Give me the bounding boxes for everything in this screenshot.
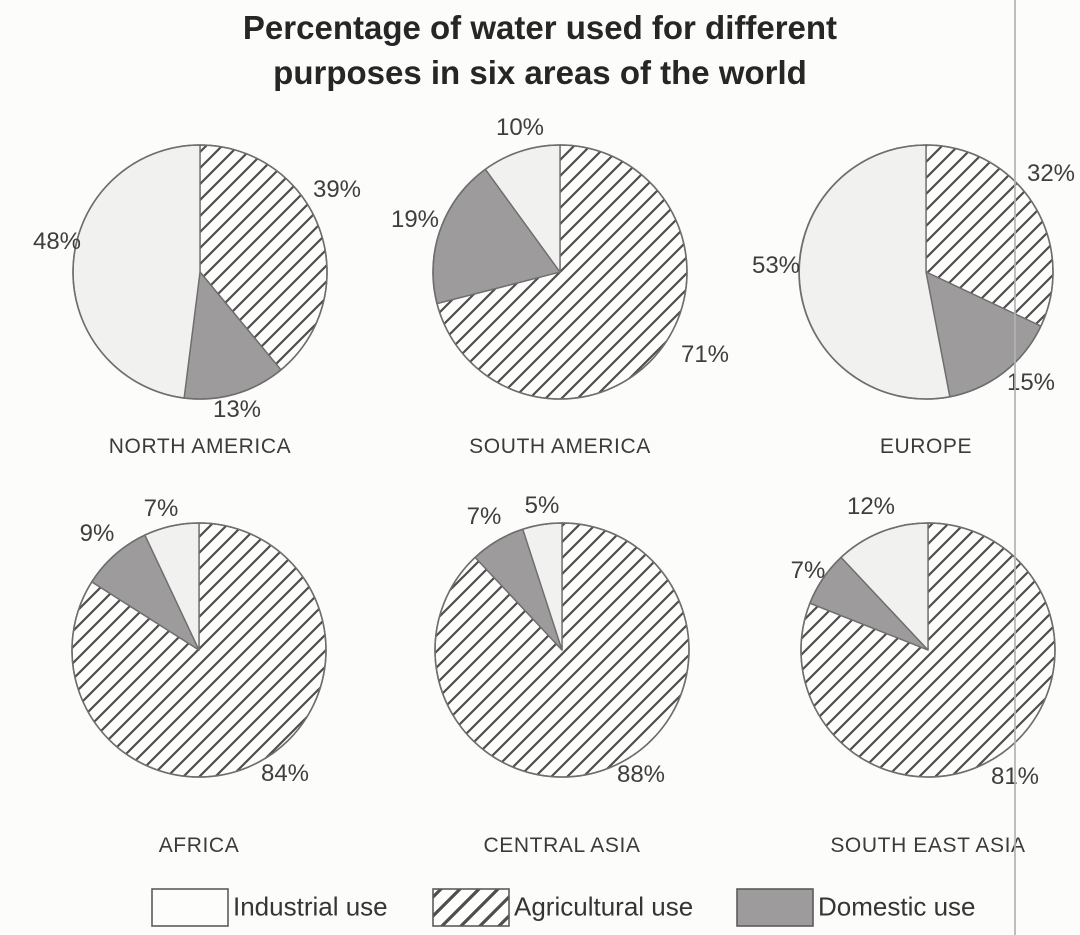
region-label-europe: EUROPE [879, 435, 973, 458]
pie-outline-north-america [72, 144, 328, 400]
region-label-south-east-asia: SOUTH EAST ASIA [830, 834, 1026, 857]
pie-central-asia [434, 522, 690, 778]
pie-outline-south-east-asia [800, 522, 1056, 778]
region-label-africa: AFRICA [158, 834, 240, 857]
pie-north-america [72, 144, 328, 400]
slice-label-central-asia-domestic-use: 7% [466, 503, 502, 530]
pie-slice-north-america-industrial-use [72, 144, 201, 399]
legend-label-agricultural-use: Agricultural use [514, 891, 694, 922]
page-edge-line [1014, 0, 1016, 935]
pie-outline-europe [798, 144, 1054, 400]
slice-label-south-america-industrial-use: 10% [495, 114, 545, 141]
pie-south-east-asia [800, 522, 1056, 778]
slice-label-africa-agricultural-use: 84% [260, 760, 310, 787]
pie-europe [798, 144, 1054, 400]
pie-africa [71, 522, 327, 778]
slice-label-south-america-domestic-use: 19% [390, 206, 440, 233]
slice-label-north-america-domestic-use: 13% [212, 396, 262, 423]
pie-outline-south-america [432, 144, 688, 400]
slice-label-africa-domestic-use: 9% [79, 520, 115, 547]
slice-label-north-america-industrial-use: 48% [32, 228, 82, 255]
legend-swatch-industrial-use [151, 888, 229, 927]
region-label-north-america: NORTH AMERICA [108, 435, 292, 458]
pie-south-america [432, 144, 688, 400]
legend-label-industrial-use: Industrial use [233, 891, 388, 922]
slice-label-south-east-asia-domestic-use: 7% [790, 557, 826, 584]
region-label-central-asia: CENTRAL ASIA [483, 834, 641, 857]
slice-label-europe-industrial-use: 53% [751, 252, 801, 279]
chart-title: Percentage of water used for different p… [0, 5, 1080, 95]
slice-label-europe-agricultural-use: 32% [1026, 160, 1076, 187]
chart-title-line1: Percentage of water used for different [242, 9, 838, 46]
pie-outline-africa [71, 522, 327, 778]
slice-label-central-asia-industrial-use: 5% [524, 492, 560, 519]
slice-label-africa-industrial-use: 7% [143, 495, 179, 522]
slice-label-south-america-agricultural-use: 71% [680, 341, 730, 368]
legend-label-domestic-use: Domestic use [818, 891, 976, 922]
slice-label-south-east-asia-industrial-use: 12% [846, 493, 896, 520]
legend-swatch-agricultural-use [432, 888, 510, 927]
region-label-south-america: SOUTH AMERICA [469, 435, 651, 458]
pie-outline-central-asia [434, 522, 690, 778]
chart-title-line2: purposes in six areas of the world [273, 54, 807, 91]
legend-swatch-domestic-use [736, 888, 814, 927]
slice-label-north-america-agricultural-use: 39% [312, 176, 362, 203]
slice-label-central-asia-agricultural-use: 88% [616, 761, 666, 788]
